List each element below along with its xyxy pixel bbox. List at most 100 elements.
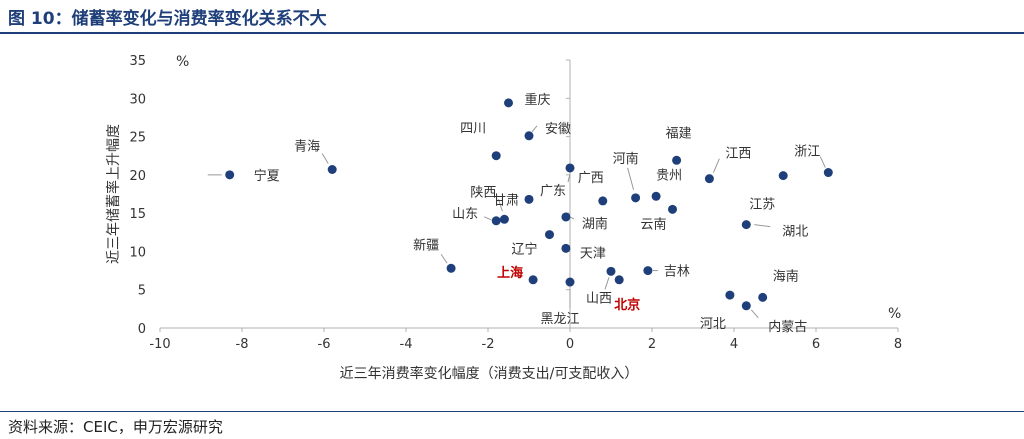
y-tick-label: 5 [138,284,146,299]
y-tick-label: 10 [129,245,146,260]
data-point [504,98,513,108]
data-point [668,204,677,214]
y-tick-label: 30 [129,92,146,107]
x-tick-label: 4 [730,337,738,352]
data-point [598,196,608,206]
y-tick-label: 0 [138,322,146,337]
data-point [561,212,571,222]
point-label: 新疆 [413,237,439,253]
point-label: 甘肃 [493,193,519,208]
x-tick-label: -6 [318,337,331,352]
point-label: 福建 [666,126,692,141]
data-point [565,163,575,173]
data-point [225,170,235,180]
data-point [741,220,751,230]
point-label: 山西 [586,291,612,306]
leader-line [712,158,720,173]
x-tick-label: 0 [566,337,574,352]
leader-line [819,156,826,168]
point-label: 上海 [497,265,523,281]
x-tick-label: -10 [149,337,170,352]
leader-line [484,216,492,221]
leader-line [627,167,635,190]
data-point [758,292,768,302]
figure-title: 图 10：储蓄率变化与消费率变化关系不大 [8,9,327,29]
x-axis-label: 近三年消费率变化幅度（消费支出/可支配收入） [340,365,639,382]
y-tick-label: 15 [129,207,146,222]
x-tick-label: 2 [648,337,656,352]
leader-line [531,125,538,133]
data-point [491,216,501,226]
point-label: 安徽 [545,122,571,137]
data-point [778,171,788,181]
point-label: 广西 [578,171,604,186]
data-point [491,151,501,161]
data-point [545,230,554,240]
point-label: 吉林 [664,265,690,280]
y-unit-label: % [176,54,189,70]
data-point [672,155,682,165]
data-point [704,174,714,184]
leader-line [569,216,575,220]
x-tick-label: 8 [894,337,902,352]
tick-labels: -10 -8 -6 -4 -2 0 2 4 6 8 0 5 10 15 20 25 30 35 [129,54,902,352]
data-point [446,263,456,273]
y-tick-label: 35 [129,54,146,69]
point-label: 海南 [773,268,799,284]
point-label: 天津 [580,246,606,261]
leader-line [750,309,759,319]
leader-line [440,253,448,264]
data-point [561,243,571,253]
x-tick-label: -8 [236,337,249,352]
leader-line [321,153,329,164]
y-tick-label: 25 [129,131,146,146]
data-points [225,98,833,311]
source-rule [0,411,1024,412]
point-label: 辽宁 [511,242,537,258]
data-point [565,277,575,287]
data-point [528,275,538,285]
point-label: 重庆 [525,92,551,108]
point-label: 河南 [613,151,639,167]
x-tick-label: -4 [400,337,413,352]
data-point [651,191,661,201]
data-point [643,266,653,276]
point-label: 青海 [294,139,320,154]
data-point [614,275,624,285]
point-label: 黑龙江 [540,312,579,327]
data-point [606,266,616,276]
x-tick-label: 6 [812,337,820,352]
data-point [725,290,735,300]
data-point [823,168,833,178]
data-point [631,193,641,203]
x-tick-label: -2 [482,337,495,352]
point-label: 北京 [614,297,640,313]
data-point [327,164,337,174]
point-label: 陕西 [470,185,496,200]
leader-line [604,277,610,290]
data-point [499,214,509,224]
title-rule [0,32,1024,34]
source-text: 资料来源：CEIC，申万宏源研究 [8,418,223,436]
y-axis-label: 近三年储蓄率上升幅度 [105,124,122,264]
point-label: 浙江 [794,145,820,160]
y-tick-label: 20 [129,169,146,184]
point-label: 湖北 [782,225,808,240]
data-point [524,131,534,141]
point-label: 山东 [452,207,478,222]
leader-line [497,199,503,212]
data-point [524,194,534,204]
point-label: 广东 [540,184,566,199]
leader-lines [207,125,826,319]
point-label: 内蒙古 [768,319,807,335]
x-unit-label: % [888,306,901,322]
point-label: 云南 [640,216,666,232]
point-label: 江西 [725,147,751,162]
point-label: 四川 [460,122,486,137]
leader-line [754,224,771,228]
point-label: 宁夏 [254,168,280,184]
point-label: 湖南 [582,216,608,232]
point-label: 河北 [700,317,726,332]
point-label: 江苏 [749,197,775,213]
